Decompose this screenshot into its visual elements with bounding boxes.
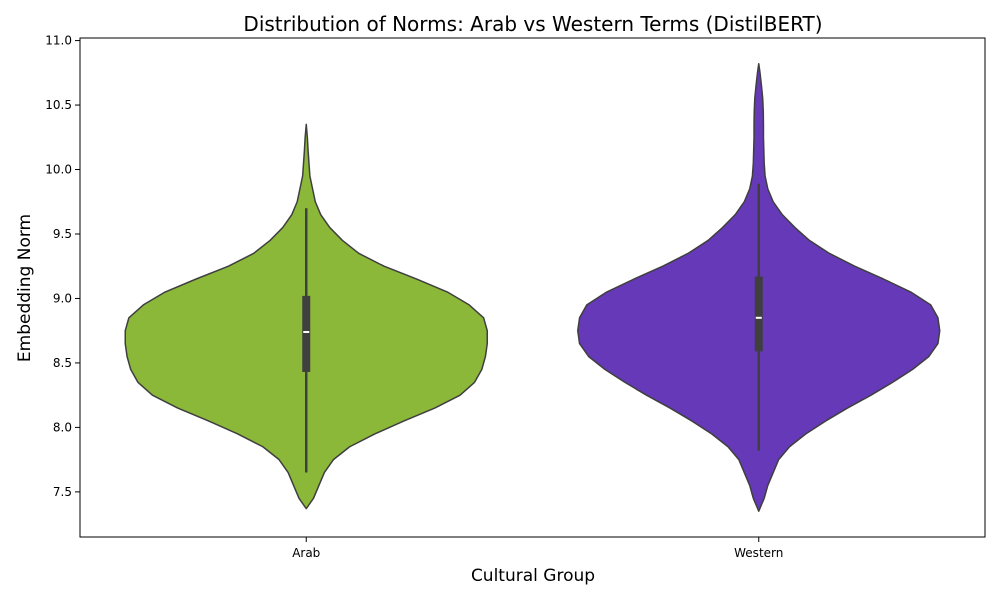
box-western	[754, 276, 763, 352]
chart-title: Distribution of Norms: Arab vs Western T…	[243, 12, 822, 36]
x-tick-label: Western	[734, 546, 783, 560]
x-axis-label: Cultural Group	[471, 566, 595, 586]
y-tick-label: 9.5	[53, 227, 72, 241]
y-tick-label: 7.5	[53, 485, 72, 499]
plot-frame	[79, 37, 986, 538]
plot-area	[124, 63, 941, 512]
y-tick-label: 10.0	[45, 163, 72, 177]
y-tick-label: 8.0	[53, 420, 72, 434]
y-tick-label: 11.0	[45, 34, 72, 48]
box-arab	[302, 295, 311, 372]
y-tick-label: 9.0	[53, 291, 72, 305]
y-tick-label: 10.5	[45, 98, 72, 112]
x-tick-label: Arab	[292, 546, 320, 560]
x-axis: Arab Western	[292, 537, 783, 560]
y-tick-label: 8.5	[53, 356, 72, 370]
y-axis-label: Embedding Norm	[15, 214, 35, 362]
y-axis: 7.5 8.0 8.5 9.0 9.5 10.0 10.5 11.0	[45, 34, 80, 499]
